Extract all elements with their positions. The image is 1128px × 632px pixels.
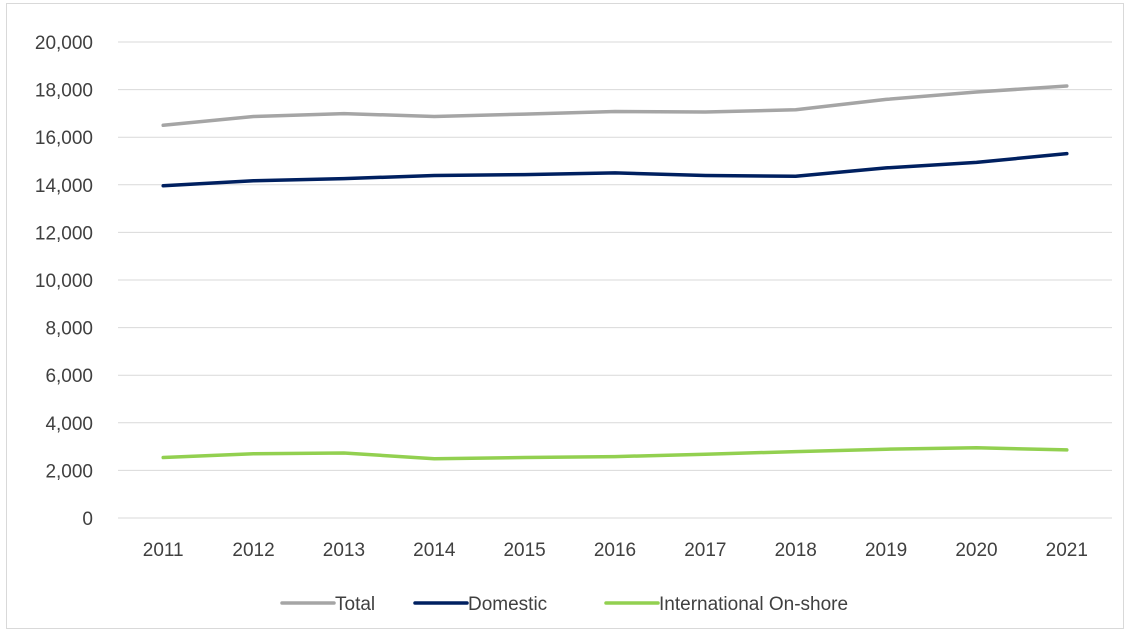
y-tick-label: 20,000 <box>35 33 93 54</box>
x-tick-label: 2021 <box>1046 540 1088 561</box>
y-tick-label: 16,000 <box>35 128 93 149</box>
x-tick-label: 2017 <box>684 540 726 561</box>
y-tick-label: 18,000 <box>35 81 93 102</box>
y-tick-label: 12,000 <box>35 223 93 244</box>
x-tick-label: 2020 <box>955 540 997 561</box>
series-line-total <box>161 84 1069 128</box>
y-tick-label: 8,000 <box>45 319 93 340</box>
series-line-domestic <box>161 151 1069 188</box>
y-tick-label: 14,000 <box>35 176 93 197</box>
x-tick-label: 2011 <box>143 540 184 561</box>
series-line-international-on-shore <box>161 446 1069 461</box>
x-tick-label: 2016 <box>594 540 636 561</box>
y-axis-tick-labels: 0 2,000 4,000 6,000 8,000 10,000 12,000 14,000 1… <box>35 33 93 530</box>
series-lines <box>161 84 1069 461</box>
legend-label: International On-shore <box>659 594 848 615</box>
x-tick-label: 2018 <box>775 540 817 561</box>
legend-label: Domestic <box>468 594 547 615</box>
chart-frame <box>6 3 1124 629</box>
x-tick-label: 2019 <box>865 540 907 561</box>
y-tick-label: 4,000 <box>45 414 93 435</box>
x-axis-tick-labels: 2011 2012 2013 2014 2015 2016 2017 2018 2019 2020… <box>143 540 1088 561</box>
x-tick-label: 2012 <box>232 540 274 561</box>
y-tick-label: 6,000 <box>45 366 93 387</box>
y-tick-label: 10,000 <box>35 271 93 292</box>
y-tick-label: 2,000 <box>45 461 93 482</box>
y-tick-label: 0 <box>82 509 93 530</box>
x-tick-label: 2014 <box>413 540 456 561</box>
x-tick-label: 2015 <box>503 540 545 561</box>
legend: Total Domestic International On-shore <box>280 594 848 615</box>
gridlines <box>118 41 1112 519</box>
legend-label: Total <box>335 594 375 615</box>
x-tick-label: 2013 <box>323 540 365 561</box>
